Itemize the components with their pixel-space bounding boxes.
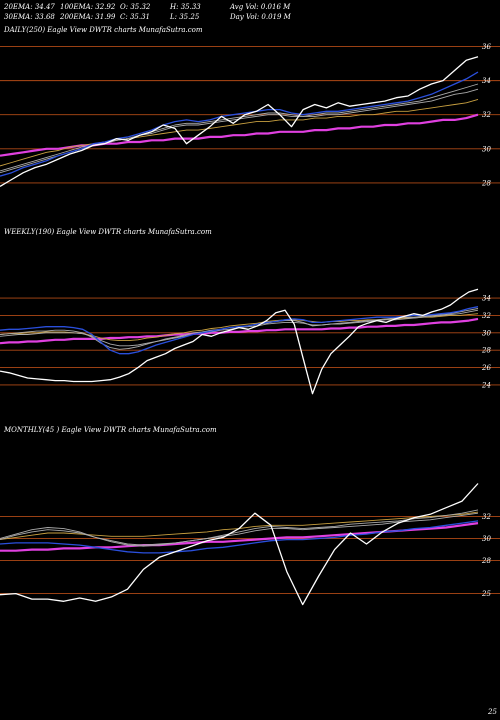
weekly-tick-label: 32 bbox=[482, 312, 491, 320]
indicator-header: 20EMA: 34.47 100EMA: 32.92 O: 35.32 H: 3… bbox=[3, 3, 292, 21]
monthly-chart-panel: MONTHLY(45 ) Eagle View DWTR charts Muna… bbox=[0, 426, 500, 606]
daily-series-lines bbox=[0, 56, 479, 187]
daily-tick-label: 30 bbox=[482, 145, 491, 153]
weekly-tick-labels: 34 32 30 28 26 24 bbox=[481, 295, 491, 390]
daily-ema-fast-line bbox=[0, 71, 479, 177]
daily-price-line bbox=[0, 56, 479, 187]
ema100-readout: 100EMA: 32.92 bbox=[60, 3, 116, 11]
daily-chart-title: DAILY(250) Eagle View DWTR charts Munafa… bbox=[3, 26, 203, 34]
weekly-tick-label: 34 bbox=[482, 295, 491, 303]
daily-tick-label: 28 bbox=[481, 179, 491, 187]
weekly-tick-label: 28 bbox=[481, 347, 491, 355]
monthly-tick-label: 32 bbox=[482, 513, 491, 521]
monthly-chart-title: MONTHLY(45 ) Eagle View DWTR charts Muna… bbox=[3, 426, 217, 434]
monthly-ema-mid1-line bbox=[0, 509, 479, 547]
weekly-chart-title: WEEKLY(190) Eagle View DWTR charts Munaf… bbox=[4, 228, 212, 236]
daily-chart-panel: DAILY(250) Eagle View DWTR charts Munafa… bbox=[0, 26, 500, 187]
monthly-ema-fast-line bbox=[0, 520, 479, 554]
day-volume-readout: Day Vol: 0.019 M bbox=[229, 13, 292, 21]
weekly-tick-label: 24 bbox=[481, 381, 491, 389]
weekly-price-line bbox=[0, 288, 479, 395]
open-readout: O: 35.32 bbox=[120, 3, 151, 11]
weekly-series-lines bbox=[0, 288, 479, 395]
monthly-gridlines bbox=[0, 516, 500, 595]
corner-number: 25 bbox=[487, 708, 497, 716]
daily-gridlines bbox=[0, 46, 500, 184]
daily-tick-labels: 36 34 32 30 28 bbox=[481, 43, 491, 187]
high-readout: H: 35.33 bbox=[169, 3, 201, 11]
weekly-chart-panel: WEEKLY(190) Eagle View DWTR charts Munaf… bbox=[0, 228, 500, 395]
close-readout: C: 35.31 bbox=[120, 13, 150, 21]
weekly-tick-label: 26 bbox=[481, 364, 491, 372]
avg-volume-readout: Avg Vol: 0.016 M bbox=[229, 3, 291, 11]
weekly-ema-fast-line bbox=[0, 306, 479, 355]
monthly-series-lines bbox=[0, 483, 479, 606]
monthly-tick-labels: 32 30 28 25 bbox=[481, 513, 491, 598]
weekly-ema-long-line bbox=[0, 317, 479, 345]
daily-ema-gold-line bbox=[0, 98, 479, 167]
monthly-tick-label: 30 bbox=[482, 535, 491, 543]
weekly-tick-label: 30 bbox=[482, 329, 491, 337]
monthly-tick-label: 28 bbox=[481, 557, 491, 565]
monthly-price-line bbox=[0, 483, 479, 606]
ema200-readout: 200EMA: 31.99 bbox=[59, 13, 116, 21]
daily-tick-label: 36 bbox=[482, 43, 491, 51]
monthly-ema-mid2-line bbox=[0, 512, 479, 546]
ema30-readout: 30EMA: 33.68 bbox=[4, 13, 55, 21]
daily-tick-label: 32 bbox=[482, 111, 491, 119]
monthly-tick-label: 25 bbox=[481, 590, 491, 598]
low-readout: L: 35.25 bbox=[169, 13, 200, 21]
daily-tick-label: 34 bbox=[482, 77, 491, 85]
ema20-readout: 20EMA: 34.47 bbox=[3, 3, 55, 11]
